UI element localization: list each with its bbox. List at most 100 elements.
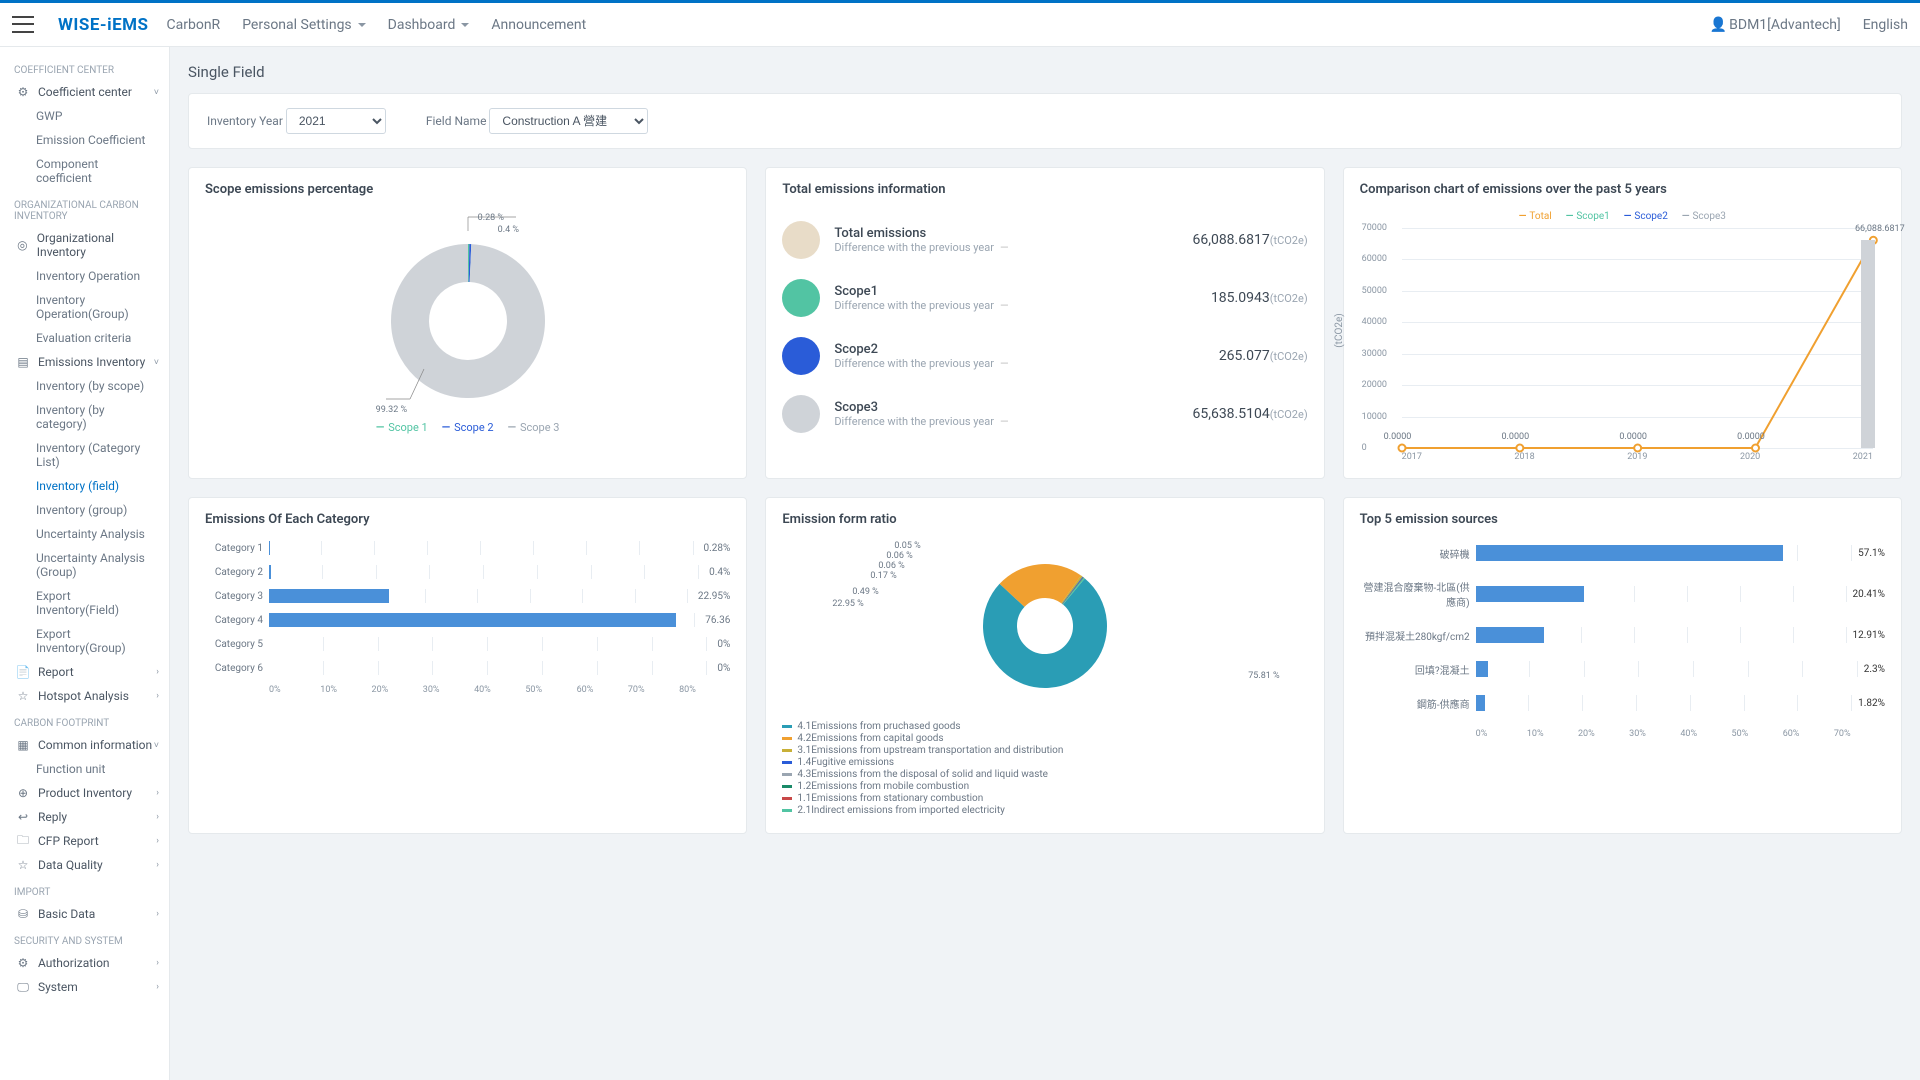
- total-value: 66,088.6817(tCO2e): [1192, 232, 1307, 248]
- form-legend-item: 2.1Indirect emissions from imported elec…: [782, 805, 1307, 816]
- sidebar-cfp-report[interactable]: 🗀CFP Report›: [0, 829, 169, 853]
- top5-pct: 20.41%: [1853, 589, 1885, 600]
- chevron-right-icon: ›: [156, 788, 159, 798]
- donut-label: 0.4 %: [498, 225, 519, 235]
- section-title: IMPORT: [0, 877, 169, 902]
- sidebar-reply[interactable]: ↩Reply›: [0, 805, 169, 829]
- sidebar-product-inventory[interactable]: ⊕Product Inventory›: [0, 781, 169, 805]
- category-label: Category 5: [205, 639, 263, 650]
- menu-icon[interactable]: [12, 14, 34, 36]
- sidebar-inv-op[interactable]: Inventory Operation: [0, 264, 169, 288]
- form-legend-item: 4.2Emissions from capital goods: [782, 733, 1307, 744]
- total-diff-label: Difference with the previous year —: [834, 357, 1204, 370]
- sidebar-org-inventory[interactable]: ◎Organizational Inventory: [0, 226, 169, 264]
- chevron-right-icon: ›: [156, 982, 159, 992]
- legend-scope2: Scope2: [1624, 211, 1668, 222]
- page-title: Single Field: [188, 63, 1902, 81]
- nav-personal[interactable]: Personal Settings: [242, 17, 365, 33]
- form-ratio-card: Emission form ratio 75.81 %22.95 %0.49 %…: [765, 497, 1324, 834]
- sidebar-export-field[interactable]: Export Inventory(Field): [0, 584, 169, 622]
- category-bar-row: Category 3 22.95%: [205, 589, 730, 603]
- scope-color-icon: [782, 279, 820, 317]
- lang-menu[interactable]: English: [1863, 17, 1908, 33]
- sidebar-data-quality[interactable]: ☆Data Quality›: [0, 853, 169, 877]
- category-pct: 22.95%: [698, 591, 730, 602]
- scope-donut-chart: [368, 211, 568, 411]
- sidebar-inv-field[interactable]: Inventory (field): [0, 474, 169, 498]
- top5-label: 營建混合廢棄物-北區(供應商): [1360, 579, 1470, 609]
- sidebar-inv-catlist[interactable]: Inventory (Category List): [0, 436, 169, 474]
- point-label: 0.0000: [1737, 432, 1765, 442]
- sidebar-system[interactable]: 🖵System›: [0, 975, 169, 999]
- doc-icon: ▤: [16, 355, 30, 369]
- star-icon: ☆: [16, 858, 30, 872]
- total-value: 265.077(tCO2e): [1219, 348, 1308, 364]
- sidebar-inv-op-group[interactable]: Inventory Operation(Group): [0, 288, 169, 326]
- point-label: 0.0000: [1619, 432, 1647, 442]
- category-pct: 0%: [717, 639, 730, 650]
- top5-label: 鋼筋-供應商: [1360, 696, 1470, 711]
- sidebar-hotspot[interactable]: ☆Hotspot Analysis›: [0, 684, 169, 708]
- donut-label: 99.32 %: [376, 405, 407, 415]
- category-bar-row: Category 6 0%: [205, 661, 730, 675]
- logo: WISE-iEMS: [58, 15, 149, 35]
- comparison-chart-card: Comparison chart of emissions over the p…: [1343, 167, 1902, 479]
- nav-carbon[interactable]: CarbonR: [167, 17, 221, 33]
- sidebar-uncertainty[interactable]: Uncertainty Analysis: [0, 522, 169, 546]
- nav-announcement[interactable]: Announcement: [491, 17, 586, 33]
- card-title: Comparison chart of emissions over the p…: [1360, 182, 1885, 197]
- sidebar-emissions-inventory[interactable]: ▤Emissions Inventory˅: [0, 350, 169, 374]
- top5-bar-row: 回填?混凝土 2.3%: [1360, 661, 1885, 677]
- form-legend-item: 1.2Emissions from mobile combustion: [782, 781, 1307, 792]
- sidebar-inv-category[interactable]: Inventory (by category): [0, 398, 169, 436]
- sidebar-common-info[interactable]: ▦Common information˅: [0, 733, 169, 757]
- legend-scope1: Scope1: [1566, 211, 1610, 222]
- year-select[interactable]: 2021: [286, 108, 386, 134]
- sidebar-eval-criteria[interactable]: Evaluation criteria: [0, 326, 169, 350]
- category-label: Category 1: [205, 543, 263, 554]
- category-pct: 0.28%: [704, 543, 731, 554]
- category-pct: 76.36: [705, 615, 730, 626]
- chevron-right-icon: ›: [156, 958, 159, 968]
- gear-icon: ⚙: [16, 956, 30, 970]
- sidebar-inv-scope[interactable]: Inventory (by scope): [0, 374, 169, 398]
- top5-bar-row: 預拌混凝土280kgf/cm2 12.91%: [1360, 627, 1885, 643]
- scope3-bar: [1861, 240, 1875, 448]
- top5-card: Top 5 emission sources 破碎機 57.1% 營建混合廢棄物…: [1343, 497, 1902, 834]
- donut-label: 0.06 %: [886, 551, 912, 561]
- sidebar-emission-coef[interactable]: Emission Coefficient: [0, 128, 169, 152]
- top5-pct: 1.82%: [1858, 698, 1885, 709]
- scope-color-icon: [782, 337, 820, 375]
- top5-label: 破碎機: [1360, 546, 1470, 561]
- monitor-icon: 🖵: [16, 980, 30, 994]
- sidebar-function-unit[interactable]: Function unit: [0, 757, 169, 781]
- scope-color-icon: [782, 221, 820, 259]
- total-row: Scope1 Difference with the previous year…: [782, 269, 1307, 327]
- chevron-right-icon: ›: [156, 691, 159, 701]
- y-unit-label: (tCO2e): [1333, 313, 1344, 348]
- chevron-right-icon: ›: [156, 909, 159, 919]
- nav-dashboard[interactable]: Dashboard: [388, 17, 470, 33]
- year-label: Inventory Year: [207, 114, 283, 128]
- x-label: 2019: [1627, 452, 1647, 462]
- share-icon: ⚙: [16, 85, 30, 99]
- sidebar-report[interactable]: 📄Report›: [0, 660, 169, 684]
- sidebar-export-group[interactable]: Export Inventory(Group): [0, 622, 169, 660]
- sidebar-coefficient-center[interactable]: ⚙Coefficient center˅: [0, 80, 169, 104]
- category-emissions-card: Emissions Of Each Category Category 1 0.…: [188, 497, 747, 834]
- sidebar-inv-group[interactable]: Inventory (group): [0, 498, 169, 522]
- field-select[interactable]: Construction A 營建: [489, 108, 648, 134]
- card-title: Total emissions information: [782, 182, 1307, 197]
- chevron-down-icon: ˅: [154, 357, 159, 368]
- total-label: Scope3: [834, 400, 1178, 415]
- sidebar-basic-data[interactable]: ⛁Basic Data›: [0, 902, 169, 926]
- sidebar-uncertainty-group[interactable]: Uncertainty Analysis (Group): [0, 546, 169, 584]
- sidebar-gwp[interactable]: GWP: [0, 104, 169, 128]
- total-label: Scope2: [834, 342, 1204, 357]
- point-label: 0.0000: [1501, 432, 1529, 442]
- sidebar-component-coef[interactable]: Component coefficient: [0, 152, 169, 190]
- category-pct: 0.4%: [709, 567, 730, 578]
- top5-bar-row: 破碎機 57.1%: [1360, 545, 1885, 561]
- sidebar-authorization[interactable]: ⚙Authorization›: [0, 951, 169, 975]
- user-menu[interactable]: 👤BDM1[Advantech]: [1711, 17, 1845, 33]
